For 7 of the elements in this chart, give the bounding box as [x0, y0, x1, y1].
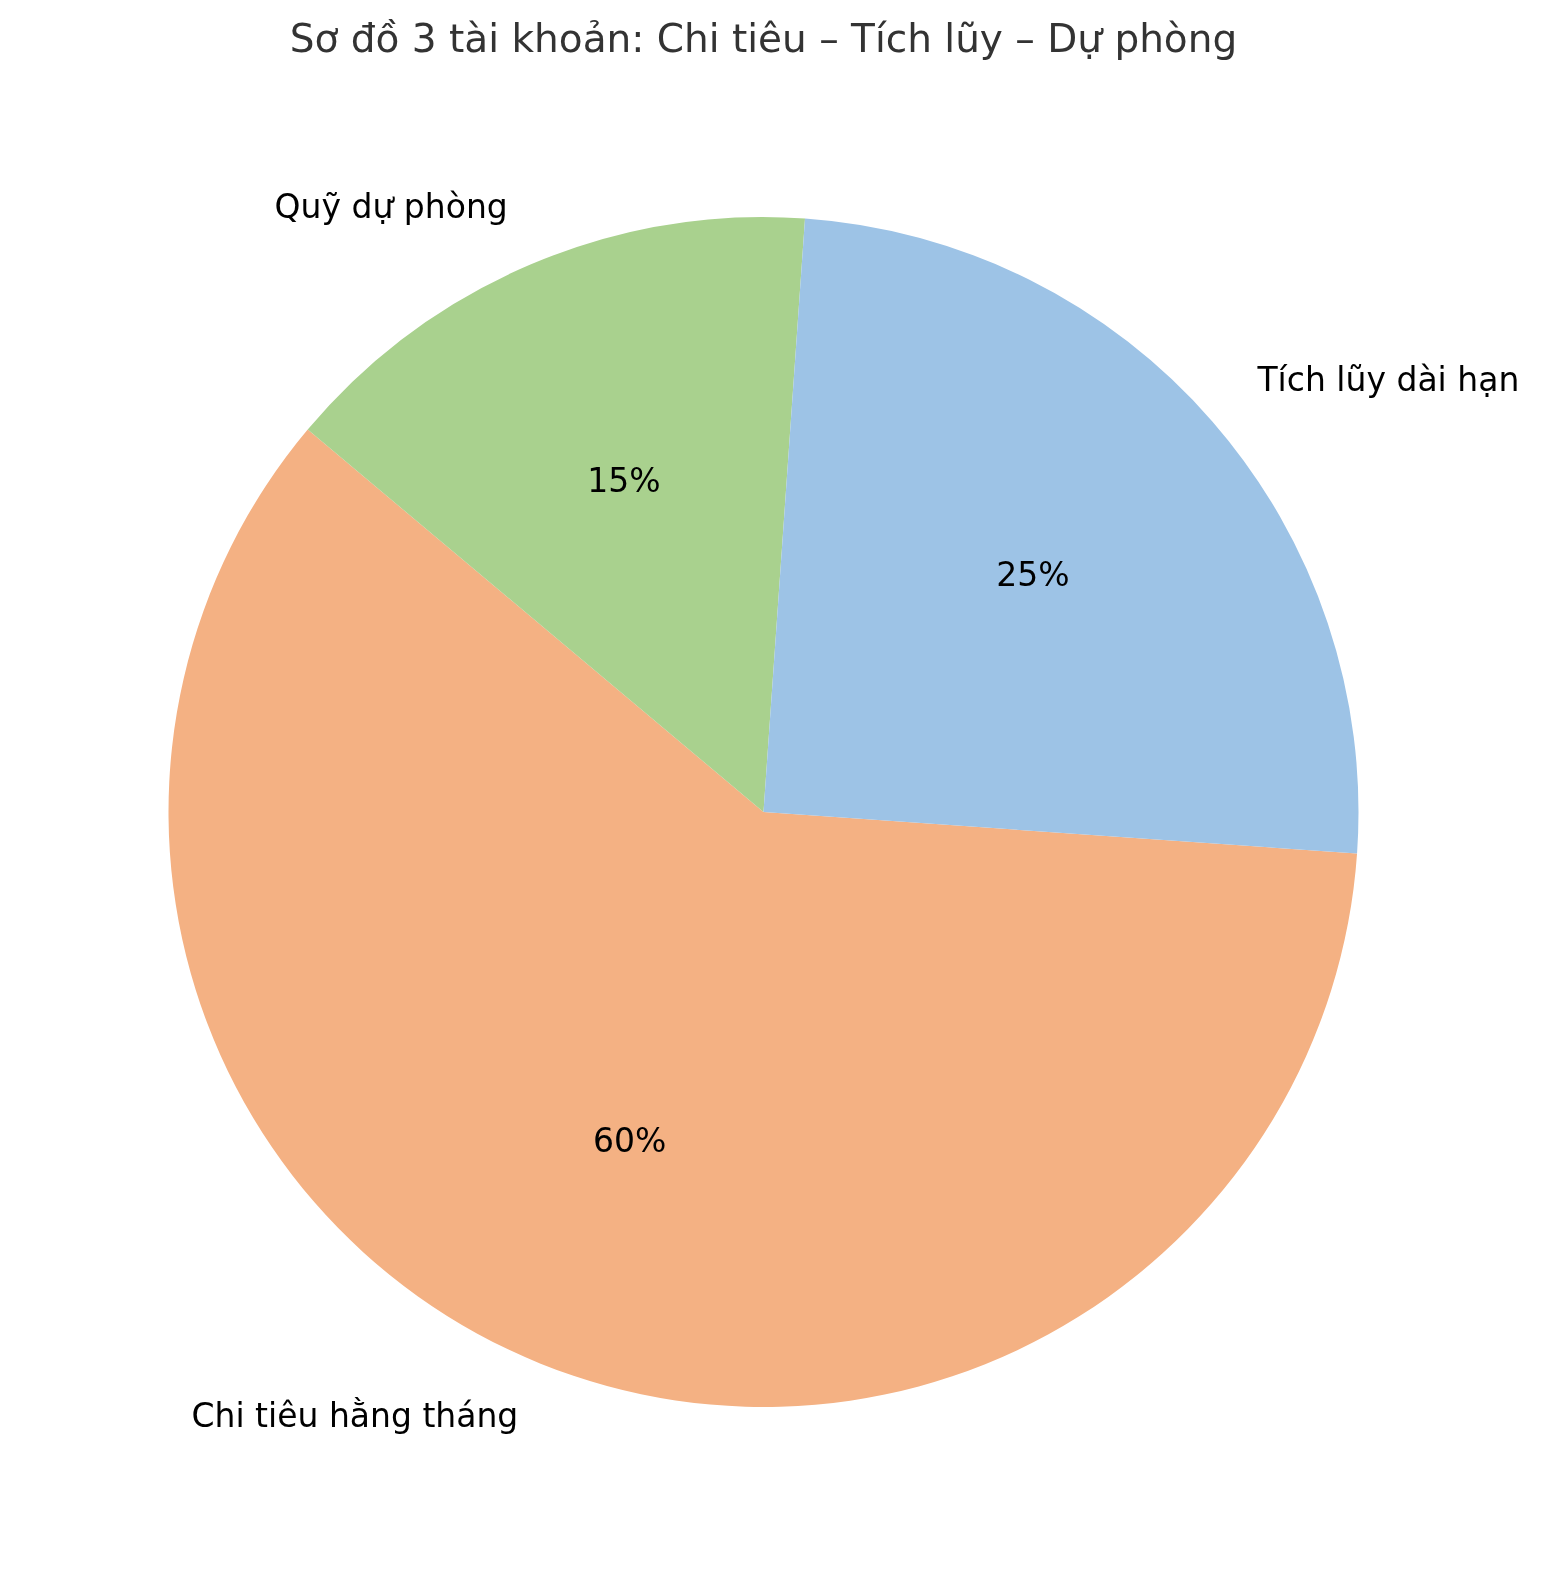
data-label: 60% — [593, 1120, 667, 1160]
slice-label: Chi tiêu hằng tháng — [191, 1396, 519, 1436]
data-label: 15% — [587, 460, 661, 500]
slice-label: Tích lũy dài hạn — [1256, 360, 1520, 400]
data-label: 25% — [996, 555, 1070, 595]
slice-label: Quỹ dự phòng — [274, 187, 508, 227]
chart-title: Sơ đồ 3 tài khoản: Chi tiêu – Tích lũy – Dự phòng — [289, 16, 1238, 62]
